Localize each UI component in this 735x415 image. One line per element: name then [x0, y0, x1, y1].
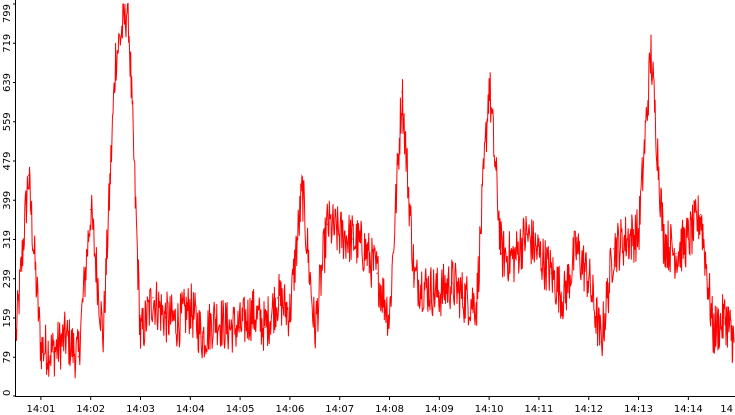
data-point	[301, 189, 303, 191]
data-point	[550, 272, 552, 274]
data-point	[725, 316, 727, 319]
data-point	[438, 292, 440, 294]
y-tick-label: 799	[2, 4, 13, 23]
data-point	[637, 233, 640, 235]
y-tick-label: 479	[2, 151, 13, 170]
x-tick-label: 14:03	[126, 404, 155, 415]
data-point	[401, 91, 403, 93]
data-point	[202, 336, 204, 338]
data-point	[588, 277, 590, 279]
data-point	[65, 336, 67, 338]
data-point	[52, 351, 54, 353]
data-point	[575, 248, 577, 250]
data-point	[214, 316, 216, 319]
data-point	[712, 331, 714, 333]
data-point	[700, 213, 702, 216]
data-point	[251, 311, 254, 314]
data-point	[650, 51, 652, 54]
y-tick-label: 719	[2, 34, 13, 53]
data-point	[463, 297, 465, 299]
data-point	[264, 326, 266, 328]
data-point	[625, 238, 627, 240]
y-tick-label: 399	[2, 191, 13, 210]
data-point	[289, 311, 291, 314]
data-point	[513, 258, 515, 260]
x-tick-label: 14:10	[475, 404, 504, 415]
data-point	[364, 248, 366, 250]
data-point	[115, 56, 117, 59]
y-tick-label: 0	[2, 390, 13, 396]
data-point	[451, 282, 453, 284]
data-point	[164, 316, 167, 319]
y-ticks: 0 79 159 239 319 399 479 559 639 719 799	[2, 3, 16, 397]
y-tick-label: 239	[2, 269, 13, 288]
y-tick-label: 159	[2, 308, 13, 327]
series-layer	[15, 2, 735, 379]
plot-frame	[15, 0, 735, 397]
data-point	[351, 238, 353, 240]
data-point	[662, 238, 665, 240]
data-point	[675, 253, 677, 255]
data-point	[189, 307, 191, 309]
data-point	[376, 272, 378, 274]
x-tick-label: 14:12	[574, 404, 603, 415]
data-point	[152, 297, 154, 299]
x-tick-label: 14:05	[226, 404, 255, 415]
data-point	[77, 356, 79, 358]
data-point	[177, 321, 179, 324]
data-point	[139, 336, 142, 338]
y-tick-label: 559	[2, 112, 13, 131]
x-ticks: 14:01 14:02 14:03 14:04 14:05 14:06 14:07 14:08…	[26, 396, 733, 415]
series-line	[15, 3, 735, 379]
x-tick-label: 14:08	[375, 404, 404, 415]
data-point	[127, 2, 129, 5]
x-tick-label: 14:11	[525, 404, 554, 415]
data-point	[613, 248, 615, 250]
data-point	[488, 81, 490, 83]
y-tick-label: 319	[2, 230, 13, 249]
data-point	[563, 297, 565, 299]
data-point	[27, 174, 30, 176]
data-point	[90, 208, 92, 211]
x-tick-label: 14:06	[276, 404, 305, 415]
x-tick-label: 14:01	[26, 404, 55, 415]
data-point	[500, 253, 503, 255]
x-tick-label: 14:13	[624, 404, 653, 415]
x-tick-label: 14:09	[425, 404, 454, 415]
data-point	[538, 253, 540, 255]
data-point	[600, 341, 602, 343]
data-point	[339, 233, 341, 235]
data-point	[314, 331, 316, 333]
data-point	[733, 341, 735, 343]
x-tick-label: 14:07	[325, 404, 354, 415]
data-point	[687, 238, 689, 240]
x-tick-label: 14:14	[674, 404, 703, 415]
y-tick-label: 639	[2, 73, 13, 92]
data-point	[15, 336, 17, 338]
data-point	[426, 287, 428, 289]
data-point	[102, 336, 104, 338]
data-point	[413, 277, 416, 279]
x-tick-label: 14:02	[76, 404, 105, 415]
data-point	[525, 233, 528, 235]
data-point	[388, 316, 391, 319]
data-point	[227, 326, 229, 328]
data-point	[326, 223, 328, 225]
data-point	[40, 346, 42, 348]
data-point	[239, 326, 241, 328]
x-tick-label: 14	[720, 404, 733, 415]
x-tick-label: 14:04	[176, 404, 205, 415]
data-point	[476, 302, 478, 304]
y-tick-label: 79	[2, 351, 13, 364]
data-point	[276, 297, 279, 299]
